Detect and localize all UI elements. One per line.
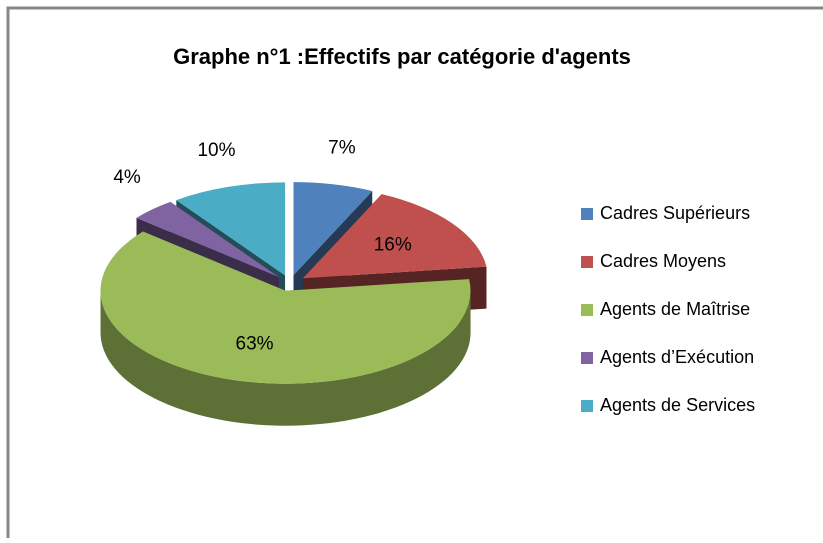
data-label: 63% [236, 333, 274, 354]
slice [136, 201, 280, 278]
slice [293, 182, 373, 276]
legend-swatch [581, 304, 593, 316]
data-label: 16% [374, 234, 412, 255]
legend-swatch [581, 208, 593, 220]
slice [302, 194, 487, 279]
legend-swatch [581, 352, 593, 364]
data-label: 4% [113, 167, 141, 188]
legend-label: Cadres Supérieurs [600, 203, 750, 223]
slice [176, 182, 286, 276]
slice [100, 231, 471, 384]
data-label: 7% [328, 137, 356, 158]
legend-swatch [581, 256, 593, 268]
chart-title: Graphe n°1 :Effectifs par catégorie d'ag… [173, 44, 631, 69]
legend-label: Agents de Maîtrise [600, 299, 750, 319]
legend-label: Cadres Moyens [600, 251, 726, 271]
legend-label: Agents de Services [600, 395, 755, 415]
legend-label: Agents d’Exécution [600, 347, 754, 367]
legend-swatch [581, 400, 593, 412]
slice-side [100, 290, 471, 426]
data-label: 10% [197, 140, 235, 161]
